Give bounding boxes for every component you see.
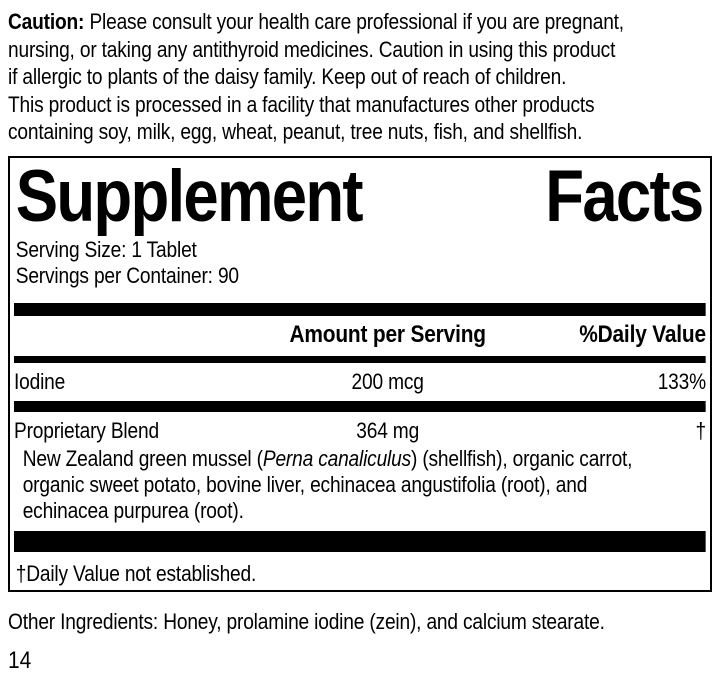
caution-line: This product is processed in a facility … — [8, 91, 595, 117]
row-name: Proprietary Blend — [14, 417, 159, 443]
divider-thick-top — [14, 302, 706, 316]
blend-description-line: New Zealand green mussel (Perna canalicu… — [23, 446, 706, 472]
table-header-row: Amount per Serving %Daily Value — [14, 316, 706, 356]
page-number: 14 — [8, 646, 32, 674]
divider-thick-under-iodine — [14, 400, 706, 412]
panel-title-word-supplement: Supplement — [15, 155, 364, 237]
caution-paragraph: Caution: Please consult your health care … — [8, 8, 712, 146]
table-row-proprietary-blend: Proprietary Blend 364 mg † — [14, 412, 706, 446]
row-daily-value: † — [695, 417, 706, 443]
supplement-facts-panel: Supplement Facts Serving Size: 1 Tablet … — [8, 155, 712, 592]
blend-description: New Zealand green mussel (Perna canalicu… — [23, 446, 706, 524]
row-amount: 364 mg — [356, 417, 420, 443]
header-daily-value: %Daily Value — [579, 320, 706, 348]
daily-value-footnote: †Daily Value not established. — [15, 560, 257, 586]
panel-title-word-facts: Facts — [545, 155, 704, 237]
row-name: Iodine — [14, 368, 66, 394]
blend-description-line: echinacea purpurea (root). — [22, 497, 244, 523]
header-spacer — [14, 322, 235, 348]
divider-medium-under-header — [14, 355, 706, 363]
blend-text: New Zealand green mussel ( — [22, 445, 263, 471]
header-amount-per-serving: Amount per Serving — [289, 320, 486, 348]
caution-label: Caution: — [8, 9, 85, 34]
panel-title: Supplement Facts — [14, 155, 706, 237]
row-daily-value: 133% — [657, 368, 706, 394]
caution-line-text: Please consult your health care professi… — [89, 9, 624, 34]
other-ingredients: Other Ingredients: Honey, prolamine iodi… — [8, 608, 605, 634]
blend-text: ) (shellfish), organic carrot, — [410, 445, 633, 471]
table-row-iodine: Iodine 200 mcg 133% — [14, 363, 706, 401]
caution-line: nursing, or taking any antithyroid medic… — [8, 36, 616, 62]
row-amount: 200 mcg — [351, 368, 424, 394]
caution-line: Caution: Please consult your health care … — [8, 8, 712, 36]
blend-species-italic: Perna canaliculus — [262, 445, 411, 471]
caution-line: containing soy, milk, egg, wheat, peanut… — [8, 119, 583, 144]
serving-size: Serving Size: 1 Tablet — [15, 236, 197, 262]
servings-per-container: Servings per Container: 90 — [15, 263, 239, 288]
caution-line: if allergic to plants of the daisy famil… — [8, 64, 567, 89]
blend-description-line: organic sweet potato, bovine liver, echi… — [22, 471, 588, 497]
divider-extra-thick-bottom — [14, 530, 706, 552]
